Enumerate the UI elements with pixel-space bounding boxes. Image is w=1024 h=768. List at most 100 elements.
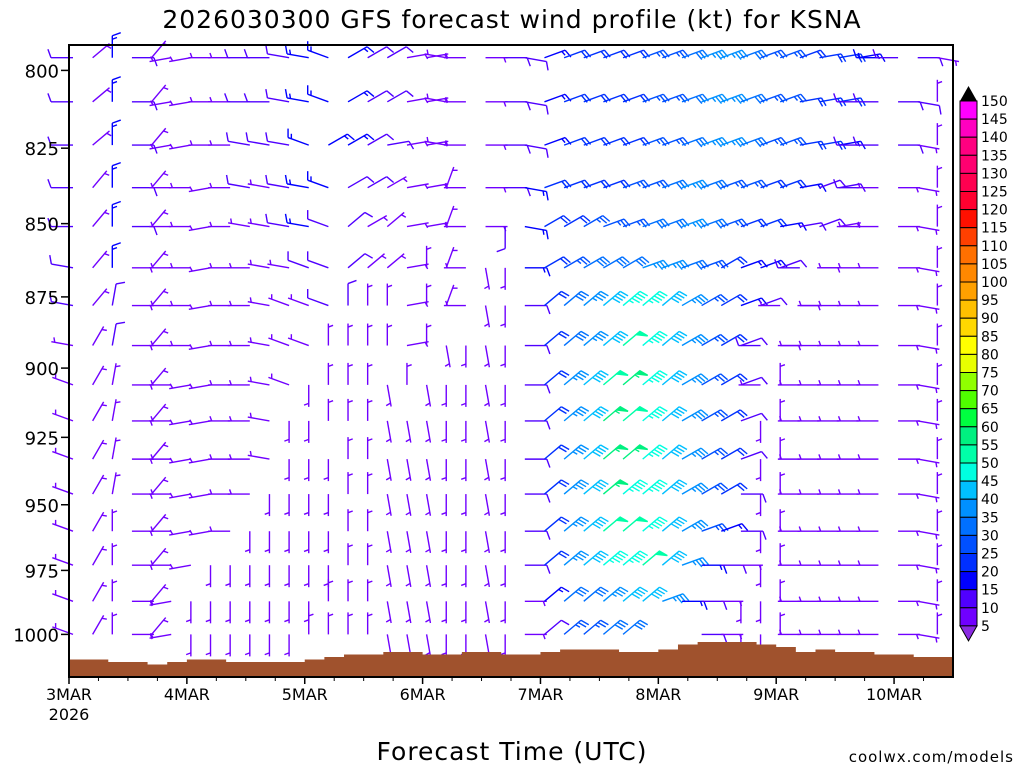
barb-half xyxy=(734,221,740,226)
wind-barb xyxy=(149,300,172,307)
barb-half xyxy=(402,177,408,183)
y-tick-label: 800 xyxy=(25,61,59,82)
barb-half xyxy=(611,593,617,598)
barb-full xyxy=(600,370,609,376)
barb-full xyxy=(682,593,690,602)
barb-full xyxy=(678,550,688,557)
wind-barb xyxy=(149,489,172,495)
wind-barb xyxy=(405,458,412,481)
wind-barb xyxy=(169,419,191,426)
wind-barb xyxy=(642,550,668,566)
barb-full xyxy=(594,448,604,455)
barb-half xyxy=(614,483,620,488)
wind-barb xyxy=(484,458,491,481)
barb-staff xyxy=(760,259,782,269)
wind-barb xyxy=(856,560,879,566)
barb-full xyxy=(659,330,668,337)
barb-half xyxy=(367,364,373,368)
credit-link[interactable]: coolwx.com/models xyxy=(849,748,1014,766)
barb-full xyxy=(697,335,706,343)
barb-staff xyxy=(445,246,455,269)
barb-staff xyxy=(583,93,605,103)
colorbar-label: 10 xyxy=(981,601,999,617)
wind-barb xyxy=(622,369,649,386)
barb-staff xyxy=(425,384,432,407)
barb-half xyxy=(367,613,373,617)
wind-barb xyxy=(347,612,353,635)
barb-full xyxy=(580,330,590,337)
wind-barb xyxy=(92,511,107,532)
barb-half xyxy=(441,402,447,406)
barb-half xyxy=(628,299,634,304)
wind-barb xyxy=(385,458,392,481)
barb-half xyxy=(857,221,861,227)
wind-barb xyxy=(228,218,250,228)
barb-full xyxy=(580,586,590,593)
barb-half xyxy=(837,489,841,495)
barb-full xyxy=(600,290,609,297)
wind-barb xyxy=(347,509,353,532)
barb-half xyxy=(778,629,783,635)
wind-barb xyxy=(225,601,231,624)
barb-full xyxy=(49,292,53,302)
barb-full xyxy=(577,333,587,339)
barb-half xyxy=(230,218,233,224)
barb-staff xyxy=(701,482,722,495)
barb-full xyxy=(224,49,229,58)
wind-barb xyxy=(777,560,800,566)
wind-barb xyxy=(681,49,709,60)
wind-barb xyxy=(441,494,447,517)
colorbar-label: 130 xyxy=(981,166,1008,182)
wind-barb xyxy=(701,293,729,307)
wind-barb xyxy=(779,472,786,495)
wind-barb xyxy=(721,93,749,105)
colorbar-label: 45 xyxy=(981,474,999,490)
wind-barb xyxy=(622,444,649,460)
barb-staff xyxy=(386,420,392,443)
wind-barb xyxy=(500,601,506,624)
barb-half xyxy=(101,617,107,620)
wind-barb xyxy=(425,323,432,346)
wind-barb xyxy=(817,262,840,269)
wind-barb xyxy=(797,526,820,532)
wind-barb xyxy=(386,90,414,103)
barb-half xyxy=(169,419,174,425)
barb-half xyxy=(798,526,802,532)
wind-barb xyxy=(347,279,357,306)
wind-barb xyxy=(720,293,748,307)
wind-barb xyxy=(622,619,649,635)
colorbar-swatch xyxy=(959,154,978,174)
barb-full xyxy=(153,187,158,197)
wind-barb xyxy=(484,345,491,368)
barb-full xyxy=(715,221,723,229)
barb-full xyxy=(617,621,626,628)
barb-half xyxy=(269,259,272,265)
wind-barb xyxy=(661,370,688,386)
barb-full xyxy=(695,262,703,271)
barb-staff xyxy=(779,49,802,59)
wind-barb xyxy=(602,479,629,495)
wind-barb xyxy=(898,225,921,232)
barb-full xyxy=(597,333,607,339)
barb-half xyxy=(189,344,193,350)
barb-staff xyxy=(424,53,447,59)
barb-half xyxy=(264,652,270,656)
wind-barb xyxy=(701,409,729,422)
barb-staff xyxy=(406,183,429,189)
barb-half xyxy=(169,563,174,569)
barb-full xyxy=(115,321,126,325)
barb-staff xyxy=(583,444,602,460)
wind-barb xyxy=(917,564,940,574)
wind-barb xyxy=(188,457,211,464)
barb-half xyxy=(209,526,213,532)
barb-half xyxy=(163,550,169,554)
barb-staff xyxy=(484,601,491,624)
wind-barb xyxy=(500,459,506,482)
wind-barb xyxy=(92,130,112,146)
barb-full xyxy=(617,588,626,595)
barb-full xyxy=(675,221,683,229)
barb-half xyxy=(347,473,353,477)
barb-full xyxy=(619,619,629,626)
barb-half xyxy=(817,305,821,311)
barb-full xyxy=(676,552,685,559)
